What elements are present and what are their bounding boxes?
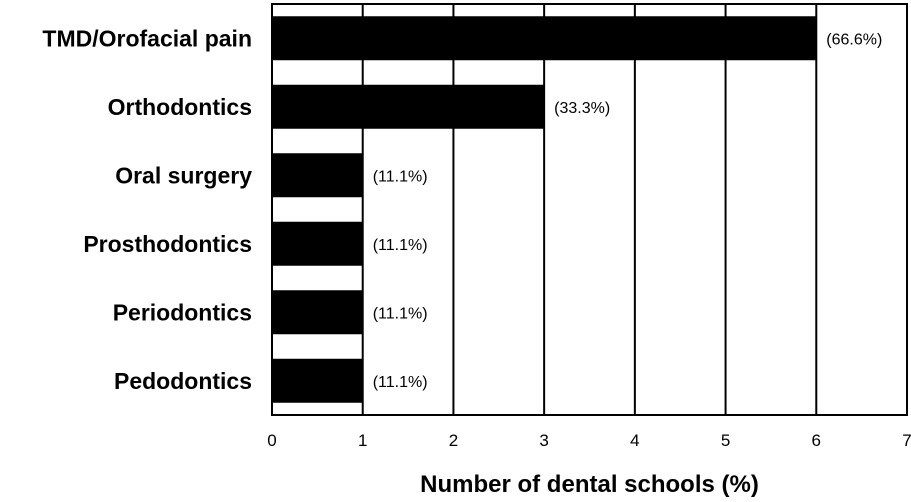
grid-lines	[361, 4, 818, 415]
bar	[272, 84, 545, 129]
bar	[272, 153, 363, 198]
x-tick-label: 3	[539, 431, 548, 450]
x-tick-label: 7	[902, 431, 911, 450]
category-label: Prosthodontics	[83, 231, 252, 257]
bar	[272, 358, 363, 403]
category-label: Periodontics	[113, 299, 252, 325]
data-labels: (66.6%) (33.3%) (11.1%) (11.1%) (11.1%) (11.1…	[373, 31, 883, 391]
x-tick-label: 2	[449, 431, 458, 450]
data-label: (11.1%)	[373, 237, 428, 254]
bar	[272, 290, 363, 335]
plot-frame	[271, 3, 908, 416]
x-tick-labels: 0 1 2 3 4 5 6 7	[267, 431, 911, 450]
data-label: (11.1%)	[373, 305, 428, 322]
x-tick-label: 5	[721, 431, 730, 450]
category-label: TMD/Orofacial pain	[42, 25, 252, 51]
x-tick-label: 0	[267, 431, 276, 450]
data-label: (11.1%)	[373, 374, 428, 391]
data-label: (33.3%)	[554, 100, 610, 117]
x-tick-label: 4	[630, 431, 639, 450]
data-label: (66.6%)	[826, 31, 882, 48]
category-label: Pedodontics	[114, 368, 252, 394]
bar	[272, 16, 817, 61]
x-tick-label: 6	[812, 431, 821, 450]
bars	[272, 16, 817, 403]
x-axis-title: Number of dental schools (%)	[420, 471, 759, 498]
category-label: Oral surgery	[115, 162, 252, 188]
bar	[272, 221, 363, 266]
x-tick-label: 1	[358, 431, 367, 450]
category-label: Orthodontics	[108, 94, 252, 120]
category-labels: TMD/Orofacial pain Orthodontics Oral surge…	[42, 25, 252, 394]
data-label: (11.1%)	[373, 168, 428, 185]
